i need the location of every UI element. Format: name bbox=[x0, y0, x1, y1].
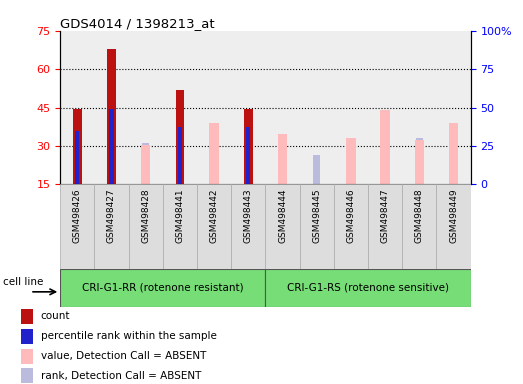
Bar bbox=[368, 184, 402, 269]
Bar bbox=[266, 31, 300, 184]
Bar bbox=[20, 349, 33, 364]
Text: GSM498447: GSM498447 bbox=[381, 189, 390, 243]
Bar bbox=[380, 110, 390, 184]
Bar bbox=[415, 139, 424, 184]
Text: rank, Detection Call = ABSENT: rank, Detection Call = ABSENT bbox=[41, 371, 201, 381]
Bar bbox=[437, 184, 471, 269]
Bar bbox=[94, 184, 129, 269]
Bar bbox=[278, 134, 287, 184]
Bar bbox=[266, 31, 300, 184]
Text: GSM498444: GSM498444 bbox=[278, 189, 287, 243]
Bar bbox=[163, 31, 197, 184]
Bar bbox=[141, 145, 151, 184]
Bar bbox=[163, 184, 197, 269]
Bar bbox=[197, 184, 231, 269]
Text: GSM498426: GSM498426 bbox=[73, 189, 82, 243]
Text: CRI-G1-RS (rotenone sensitive): CRI-G1-RS (rotenone sensitive) bbox=[287, 283, 449, 293]
Bar bbox=[20, 368, 33, 383]
Text: value, Detection Call = ABSENT: value, Detection Call = ABSENT bbox=[41, 351, 206, 361]
Bar bbox=[178, 127, 182, 184]
Bar bbox=[197, 31, 231, 184]
Bar bbox=[402, 184, 437, 269]
Bar bbox=[60, 184, 94, 269]
Bar bbox=[75, 131, 79, 184]
Bar bbox=[437, 31, 471, 184]
Text: cell line: cell line bbox=[3, 277, 43, 287]
Bar bbox=[209, 123, 219, 184]
Bar bbox=[211, 138, 218, 184]
Bar bbox=[266, 269, 471, 307]
Bar bbox=[231, 31, 266, 184]
Bar bbox=[382, 137, 389, 184]
Text: GSM498443: GSM498443 bbox=[244, 189, 253, 243]
Text: GSM498446: GSM498446 bbox=[346, 189, 356, 243]
Bar bbox=[176, 89, 184, 184]
Bar bbox=[368, 31, 402, 184]
Bar bbox=[300, 31, 334, 184]
Text: GSM498445: GSM498445 bbox=[312, 189, 321, 243]
Text: GSM498428: GSM498428 bbox=[141, 189, 150, 243]
Bar bbox=[334, 31, 368, 184]
Text: GSM498442: GSM498442 bbox=[210, 189, 219, 243]
Bar bbox=[197, 31, 231, 184]
Bar bbox=[347, 138, 355, 184]
Text: GSM498441: GSM498441 bbox=[175, 189, 185, 243]
Bar bbox=[450, 137, 457, 184]
Bar bbox=[94, 31, 129, 184]
Bar bbox=[20, 329, 33, 344]
Bar bbox=[94, 31, 129, 184]
Bar bbox=[129, 31, 163, 184]
Text: GSM498448: GSM498448 bbox=[415, 189, 424, 243]
Bar bbox=[402, 31, 437, 184]
Bar bbox=[244, 109, 253, 184]
Bar bbox=[300, 184, 334, 269]
Bar bbox=[142, 143, 149, 184]
Bar bbox=[402, 31, 437, 184]
Bar bbox=[129, 184, 163, 269]
Bar bbox=[368, 31, 402, 184]
Bar bbox=[107, 49, 116, 184]
Bar bbox=[129, 31, 163, 184]
Bar bbox=[437, 31, 471, 184]
Bar bbox=[73, 109, 82, 184]
Bar bbox=[449, 123, 458, 184]
Bar bbox=[279, 138, 286, 184]
Text: GSM498427: GSM498427 bbox=[107, 189, 116, 243]
Bar bbox=[60, 31, 94, 184]
Bar bbox=[334, 31, 368, 184]
Bar bbox=[109, 109, 113, 184]
Text: GDS4014 / 1398213_at: GDS4014 / 1398213_at bbox=[60, 17, 215, 30]
Text: percentile rank within the sample: percentile rank within the sample bbox=[41, 331, 217, 341]
Bar bbox=[346, 138, 356, 184]
Bar bbox=[60, 269, 265, 307]
Bar bbox=[246, 127, 251, 184]
Bar bbox=[266, 184, 300, 269]
Bar bbox=[231, 184, 266, 269]
Bar bbox=[334, 184, 368, 269]
Bar bbox=[313, 155, 320, 184]
Text: count: count bbox=[41, 311, 70, 321]
Bar bbox=[163, 31, 197, 184]
Bar bbox=[231, 31, 266, 184]
Text: GSM498449: GSM498449 bbox=[449, 189, 458, 243]
Bar bbox=[60, 31, 94, 184]
Bar bbox=[20, 309, 33, 324]
Bar bbox=[300, 31, 334, 184]
Bar bbox=[416, 138, 423, 184]
Text: CRI-G1-RR (rotenone resistant): CRI-G1-RR (rotenone resistant) bbox=[82, 283, 244, 293]
